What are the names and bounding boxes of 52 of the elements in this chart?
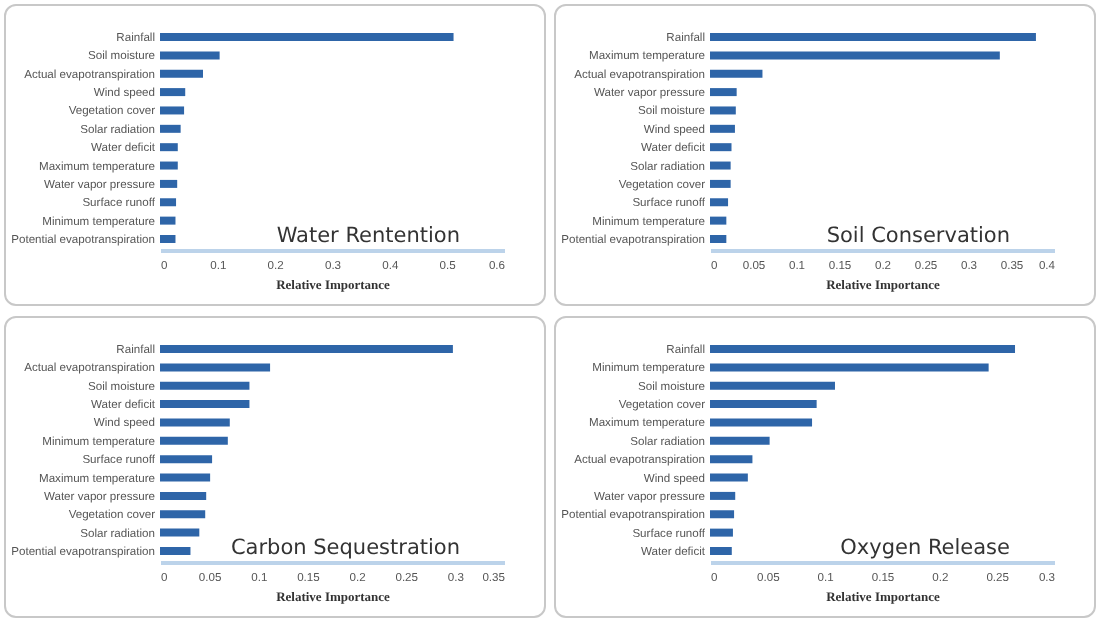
bar	[160, 106, 185, 115]
text: Carbon Sequestration	[230, 536, 460, 560]
text: Oxygen Release	[840, 536, 1010, 560]
bar	[160, 216, 176, 225]
bar	[710, 436, 770, 445]
bar	[710, 400, 817, 409]
bar	[710, 143, 732, 152]
bar	[710, 106, 736, 115]
bar	[710, 88, 737, 97]
bar	[160, 381, 250, 390]
bar	[710, 33, 1036, 42]
bar	[160, 363, 271, 372]
bar	[160, 124, 181, 133]
bar	[160, 400, 250, 409]
bar	[160, 418, 230, 427]
bar	[710, 528, 733, 537]
bar	[710, 345, 1016, 354]
bar	[160, 436, 228, 445]
bar	[160, 143, 178, 152]
bar	[160, 546, 191, 555]
text: Water Rentention	[276, 224, 460, 248]
bar	[710, 124, 735, 133]
bar	[710, 161, 731, 170]
bar	[160, 510, 206, 519]
bar	[160, 179, 178, 188]
bar	[160, 161, 178, 170]
bar	[710, 363, 989, 372]
bar	[710, 491, 736, 500]
bar	[160, 345, 453, 354]
bar	[710, 234, 727, 243]
bar	[710, 418, 813, 427]
bar	[710, 179, 731, 188]
bar	[710, 216, 727, 225]
bar	[160, 69, 203, 78]
bar	[710, 473, 748, 482]
bar	[160, 473, 211, 482]
bar	[160, 88, 186, 97]
bar	[710, 510, 735, 519]
bar	[710, 381, 835, 390]
bar	[710, 546, 732, 555]
bar	[160, 528, 200, 537]
bar	[160, 234, 176, 243]
bar	[160, 51, 220, 60]
bar	[160, 33, 454, 42]
bar	[710, 69, 763, 78]
bar	[710, 198, 729, 207]
bar	[160, 198, 177, 207]
bar	[160, 491, 207, 500]
bar	[160, 455, 213, 464]
bar	[710, 455, 753, 464]
text: Soil Conservation	[826, 224, 1010, 248]
bar	[710, 51, 1000, 60]
